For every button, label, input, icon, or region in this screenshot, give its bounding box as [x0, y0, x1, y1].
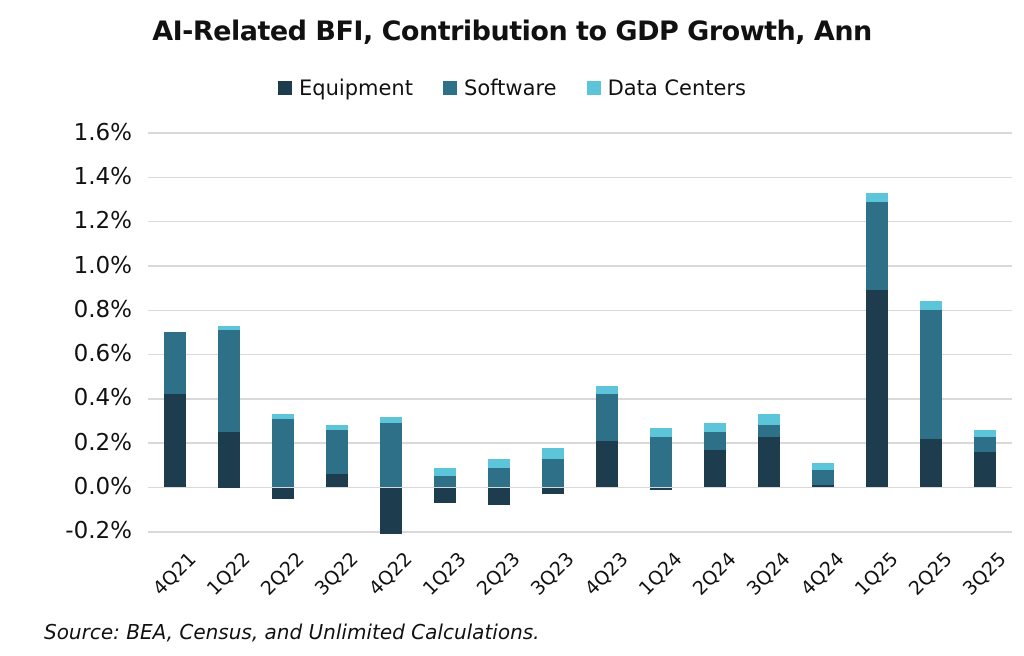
bar-4Q23-data-centers [596, 385, 618, 395]
legend-item-software: Software [442, 76, 557, 100]
bar-2Q23-software [488, 467, 510, 488]
bar-1Q25-equipment [866, 290, 888, 488]
gridline [148, 265, 1012, 267]
bar-3Q24-software [758, 425, 780, 437]
legend-swatch-icon [277, 81, 292, 95]
bar-2Q25-equipment [920, 438, 942, 488]
bar-4Q21-software [164, 332, 186, 395]
legend-item-data-centers: Data Centers [586, 76, 747, 100]
gridline [148, 176, 1012, 179]
x-axis-tick-label: 1Q22 [202, 548, 255, 600]
chart-legend: Equipment Software Data Centers [0, 76, 1024, 100]
bar-3Q24-equipment [758, 436, 780, 488]
y-axis-tick-label: 0.8% [73, 296, 132, 323]
bar-2Q25-data-centers [920, 301, 942, 311]
y-axis-tick-label: 0.6% [73, 341, 132, 368]
bar-1Q23-equipment [434, 487, 456, 503]
x-axis-tick-label: 4Q24 [796, 548, 849, 600]
chart-title: AI-Related BFI, Contribution to GDP Grow… [152, 16, 872, 47]
gridline [148, 442, 1012, 444]
bar-1Q22-data-centers [218, 325, 240, 331]
bar-4Q23-equipment [596, 440, 618, 488]
bar-3Q23-data-centers [542, 447, 564, 459]
legend-label: Data Centers [607, 76, 747, 100]
x-axis-tick-label: 3Q24 [742, 548, 795, 600]
y-axis-tick-label: 0.0% [73, 474, 132, 500]
gridline [148, 486, 1012, 489]
x-axis-tick-label: 3Q23 [526, 548, 579, 600]
y-axis-tick-label: -0.2% [65, 518, 132, 545]
x-axis-tick-label: 1Q24 [634, 548, 687, 600]
bar-2Q25-software [920, 310, 942, 439]
bar-1Q23-data-centers [434, 467, 456, 477]
bar-2Q24-data-centers [704, 423, 726, 433]
x-axis-tick-label: 2Q25 [904, 548, 957, 600]
bar-2Q22-data-centers [272, 414, 294, 419]
bar-4Q24-equipment [812, 485, 834, 488]
bar-3Q22-equipment [326, 474, 348, 488]
legend-label: Software [463, 76, 557, 100]
legend-swatch-icon [586, 81, 601, 95]
bar-4Q21-equipment [164, 394, 186, 488]
y-axis-tick-label: 1.4% [73, 163, 132, 190]
x-axis-tick-label: 2Q23 [472, 548, 525, 600]
bar-4Q23-software [596, 394, 618, 441]
y-axis-tick-label: 0.2% [73, 429, 132, 456]
x-axis-tick-label: 3Q25 [958, 548, 1011, 600]
bar-4Q22-data-centers [380, 416, 402, 424]
bar-1Q24-data-centers [650, 427, 672, 437]
bar-3Q23-software [542, 458, 564, 488]
legend-swatch-icon [442, 81, 457, 95]
gridline [148, 531, 1012, 533]
x-axis-tick-label: 3Q22 [310, 548, 363, 600]
bar-3Q25-software [974, 436, 996, 453]
x-axis-tick-label: 1Q25 [850, 548, 903, 600]
bar-4Q24-software [812, 469, 834, 486]
gridline [148, 353, 1012, 356]
bar-1Q22-equipment [218, 432, 240, 488]
x-axis-tick-label: 4Q21 [148, 548, 201, 600]
x-axis-tick-label: 2Q24 [688, 548, 741, 600]
y-axis-tick-label: 1.0% [73, 252, 132, 279]
gridline [148, 132, 1012, 134]
bar-3Q25-equipment [974, 452, 996, 488]
bar-4Q24-data-centers [812, 463, 834, 470]
bar-1Q25-data-centers [866, 192, 888, 202]
y-axis-tick-label: 0.4% [73, 385, 132, 412]
bar-1Q24-equipment [650, 487, 672, 490]
bar-2Q22-equipment [272, 487, 294, 499]
bar-3Q24-data-centers [758, 414, 780, 426]
y-axis-tick-label: 1.2% [73, 208, 132, 235]
legend-label: Equipment [298, 76, 413, 100]
y-axis-tick-label: 1.6% [73, 119, 132, 146]
bar-2Q23-data-centers [488, 458, 510, 468]
bar-1Q23-software [434, 476, 456, 488]
bar-1Q25-software [866, 201, 888, 291]
bar-4Q22-software [380, 423, 402, 488]
bar-4Q22-equipment [380, 487, 402, 534]
legend-item-equipment: Equipment [277, 76, 413, 100]
gridline [148, 220, 1012, 223]
bar-3Q22-software [326, 429, 348, 475]
bar-3Q25-data-centers [974, 429, 996, 437]
x-axis-tick-label: 1Q23 [418, 548, 471, 600]
bar-2Q23-equipment [488, 487, 510, 506]
x-axis-tick-label: 2Q22 [256, 548, 309, 600]
bar-2Q22-software [272, 418, 294, 488]
bar-1Q22-software [218, 330, 240, 433]
bar-1Q24-software [650, 436, 672, 488]
bar-3Q22-data-centers [326, 425, 348, 430]
x-axis-tick-label: 4Q22 [364, 548, 417, 600]
gridline [148, 398, 1012, 400]
x-axis-tick-label: 4Q23 [580, 548, 633, 600]
gridline [148, 309, 1012, 312]
bar-2Q24-equipment [704, 449, 726, 488]
bar-3Q23-equipment [542, 487, 564, 495]
bar-2Q24-software [704, 432, 726, 450]
source-note: Source: BEA, Census, and Unlimited Calcu… [44, 620, 540, 644]
